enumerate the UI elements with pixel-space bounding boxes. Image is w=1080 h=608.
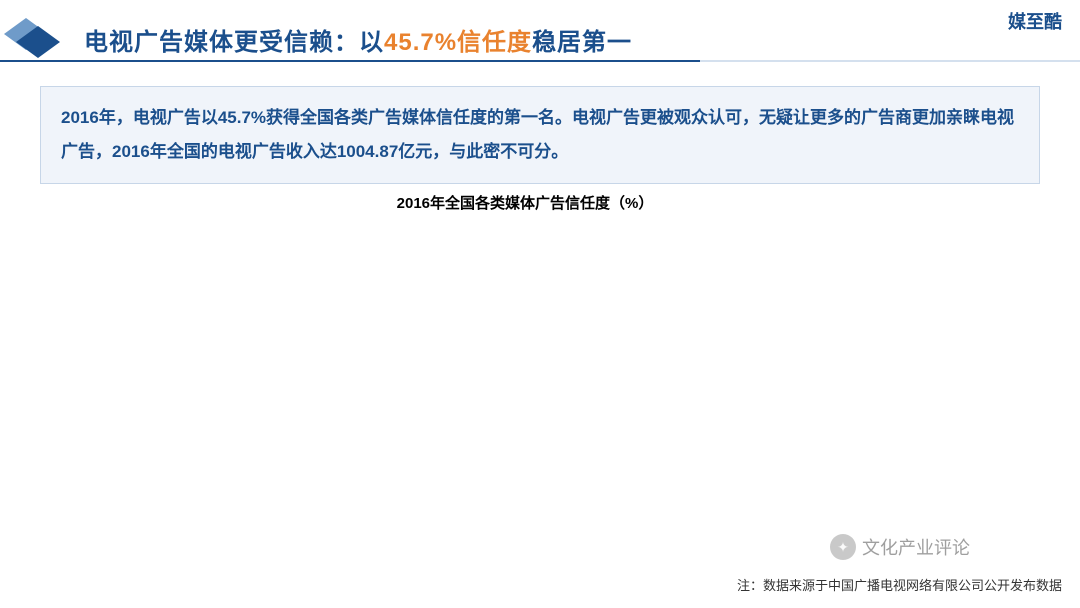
watermark-text: 文化产业评论 <box>862 534 970 560</box>
title-suffix: 稳居第一 <box>532 29 632 56</box>
brand-label: 媒至酷 <box>1008 8 1062 34</box>
corner-decor <box>0 18 64 60</box>
footnote: 注：数据来源于中国广播电视网络有限公司公开发布数据 <box>737 575 1062 594</box>
title-underline <box>0 60 1080 62</box>
watermark: ✦ 文化产业评论 <box>830 534 970 560</box>
title-highlight: 45.7%信任度 <box>384 29 532 56</box>
trust-chart: 2016年全国各类媒体广告信任度（%） <box>185 192 865 219</box>
title-prefix: 电视广告媒体更受信赖：以 <box>84 29 384 56</box>
page-title: 电视广告媒体更受信赖：以45.7%信任度稳居第一 <box>84 22 632 57</box>
wechat-icon: ✦ <box>830 534 856 560</box>
chart-title: 2016年全国各类媒体广告信任度（%） <box>185 192 865 213</box>
info-box: 2016年，电视广告以45.7%获得全国各类广告媒体信任度的第一名。电视广告更被… <box>40 86 1040 184</box>
